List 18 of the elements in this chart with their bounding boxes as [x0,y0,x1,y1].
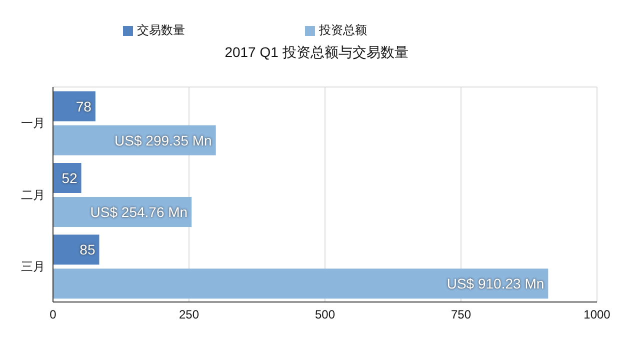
x-tick-label: 1000 [584,308,611,322]
x-tick-label: 500 [314,308,336,322]
legend-label: 交易数量 [137,23,185,37]
x-tick-label: 0 [50,308,57,322]
data-label: 78 [76,98,92,114]
x-tick-label: 750 [450,308,472,322]
chart-title: 2017 Q1 投资总额与交易数量 [224,44,410,62]
x-tick-label: 250 [178,308,200,322]
y-tick-label: 二月 [21,188,45,202]
data-label: US$ 299.35 Mn [114,132,212,148]
legend-label: 投资总额 [319,23,367,37]
data-label: US$ 910.23 Mn [446,276,544,292]
data-label: 85 [80,242,96,258]
y-tick-label: 一月 [21,116,45,130]
bar [53,268,548,299]
y-tick-label: 三月 [21,259,45,274]
data-label: US$ 254.76 Mn [90,204,188,220]
data-label: 52 [62,170,78,186]
